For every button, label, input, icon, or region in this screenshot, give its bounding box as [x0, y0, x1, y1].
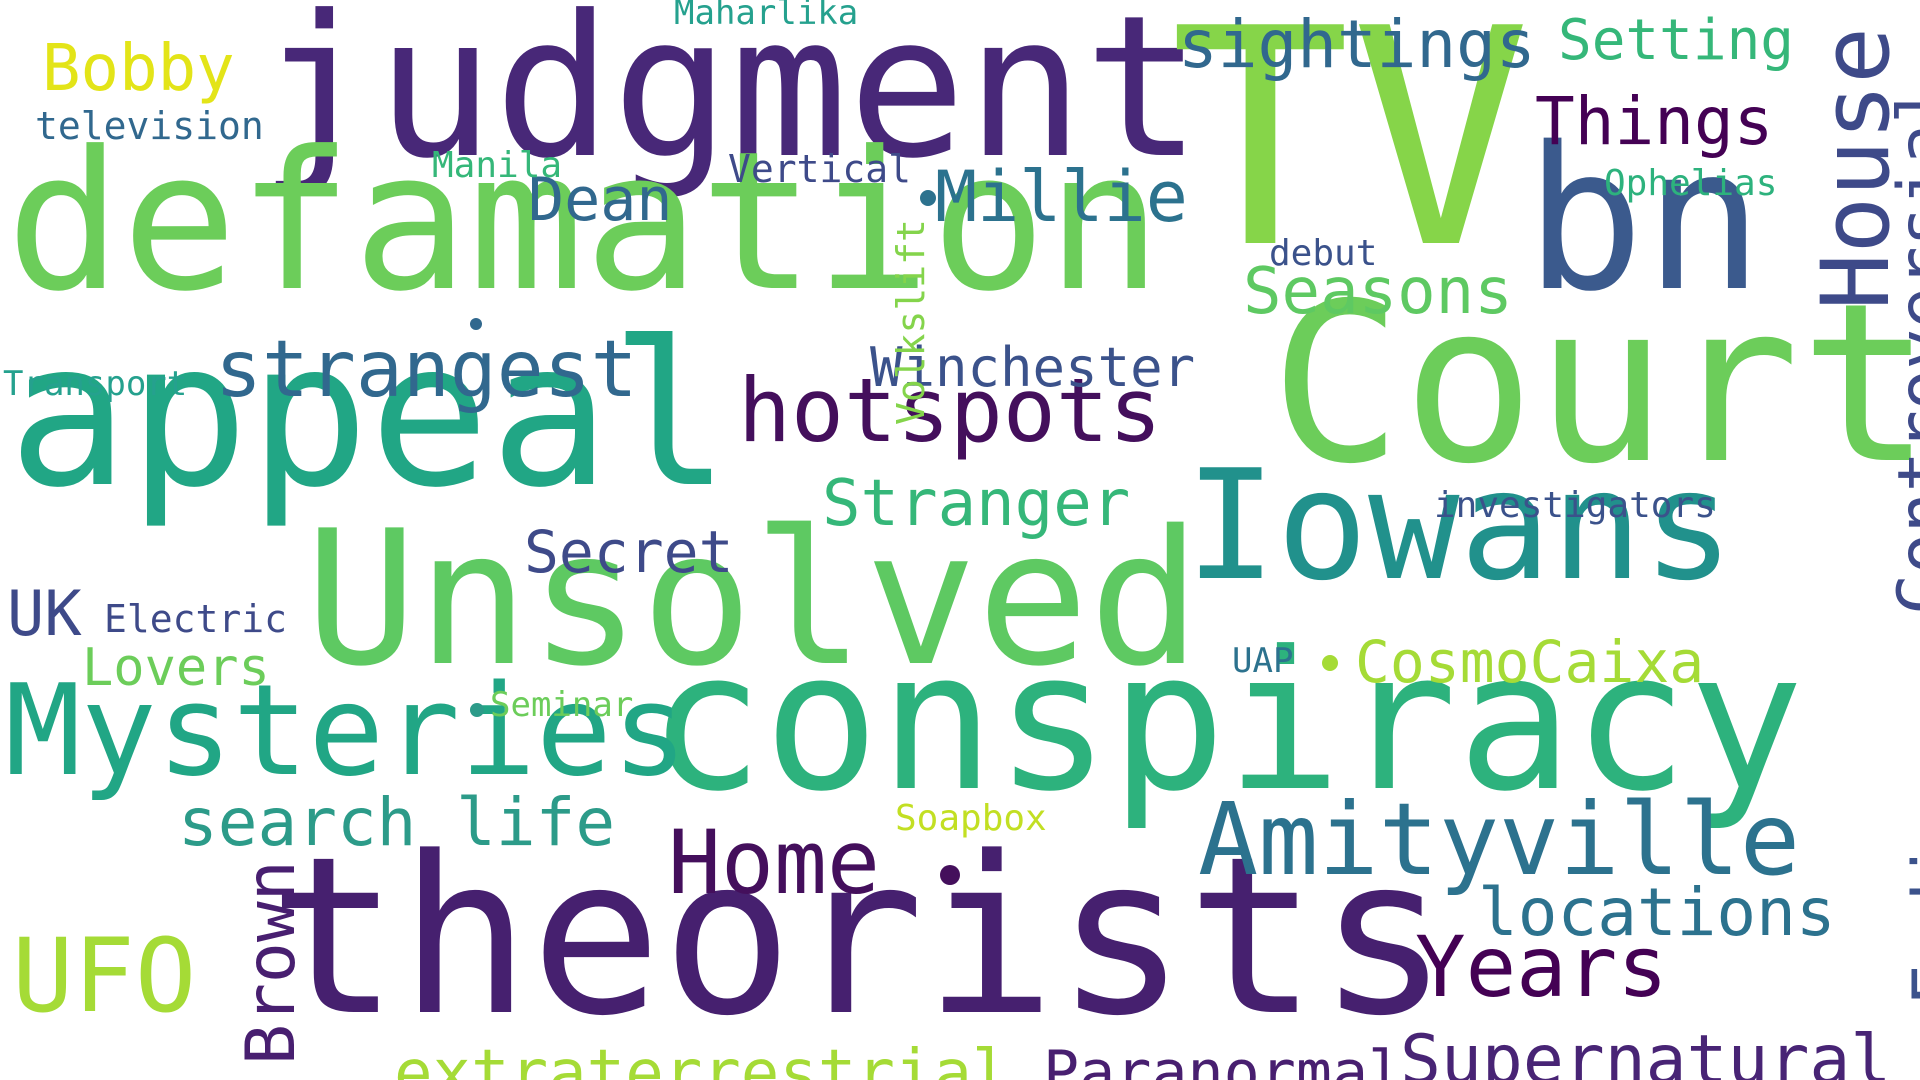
word-winchester: Winchester — [870, 335, 1196, 399]
word-dean: Dean — [528, 164, 673, 235]
word-theorists: theorists — [268, 810, 1450, 1064]
word-bobby: Bobby — [42, 32, 235, 107]
word-endings: Endings — [1899, 718, 1920, 1005]
word-ufo: UFO — [12, 916, 197, 1036]
word-setting: Setting — [1558, 8, 1795, 74]
word-stranger: Stranger — [822, 467, 1131, 542]
word-secret: Secret — [524, 518, 734, 587]
dot-millie — [920, 190, 936, 206]
word-uk: UK — [7, 576, 82, 650]
word-years: Years — [1415, 917, 1668, 1016]
word-strangest: strangest — [215, 324, 638, 415]
word-seasons: Seasons — [1243, 255, 1513, 330]
word-extraterrestrial: extraterrestrial — [394, 1037, 1011, 1080]
word-tv: TV — [1170, 0, 1532, 314]
word-things: Things — [1535, 83, 1774, 161]
word-judgment: judgment — [258, 0, 1203, 202]
word-defamation: defamation — [6, 110, 1162, 334]
word-investigators: investigators — [1434, 484, 1716, 526]
word-soapbox: Soapbox — [895, 797, 1047, 839]
word-lovers: Lovers — [82, 637, 270, 698]
word-manila: Manila — [432, 144, 563, 186]
word-uap: UAP — [1232, 640, 1294, 681]
word-unsolved: Unsolved — [305, 489, 1201, 707]
word-mysteries: Mysteries — [5, 656, 688, 804]
dot-seminar — [470, 703, 484, 717]
dot-strangest — [470, 318, 482, 330]
word-supernatural: Supernatural — [1400, 1020, 1892, 1080]
word-seminar: Seminar — [490, 684, 634, 725]
word-locations: locations — [1478, 874, 1836, 952]
word-maharlika: Maharlika — [674, 0, 859, 33]
word-search-life: search life — [178, 784, 616, 862]
word-paranormal: Paranormal — [1043, 1037, 1405, 1080]
word-electric: Electric — [104, 597, 288, 642]
dot-cosmocaixa — [1322, 655, 1338, 671]
word-vertical: Vertical — [728, 147, 912, 192]
word-conspiracy: conspiracy — [648, 610, 1804, 834]
word-sightings: sightings — [1178, 6, 1536, 84]
dot-home — [940, 865, 960, 885]
word-appeal: appeal — [8, 299, 731, 532]
word-television: television — [35, 104, 264, 149]
word-hotspots: hotspots — [738, 359, 1162, 463]
word-bn: bn — [1525, 104, 1764, 336]
word-debut: debut — [1269, 232, 1378, 274]
word-home: Home — [668, 811, 880, 915]
word-court: Court — [1270, 255, 1920, 512]
word-amityville: Amityville — [1198, 781, 1801, 898]
word-ophelias: Ophelias — [1604, 162, 1778, 204]
word-millie: Millie — [935, 155, 1188, 238]
word-transport: Transport — [3, 363, 188, 404]
word-iowans: Iowans — [1185, 436, 1735, 614]
word-volkslift: Volkslift — [889, 219, 933, 425]
word-controversial: Controversial — [1884, 82, 1920, 615]
word-brown: Brown — [232, 860, 311, 1065]
word-cosmocaixa: CosmoCaixa — [1355, 628, 1705, 697]
